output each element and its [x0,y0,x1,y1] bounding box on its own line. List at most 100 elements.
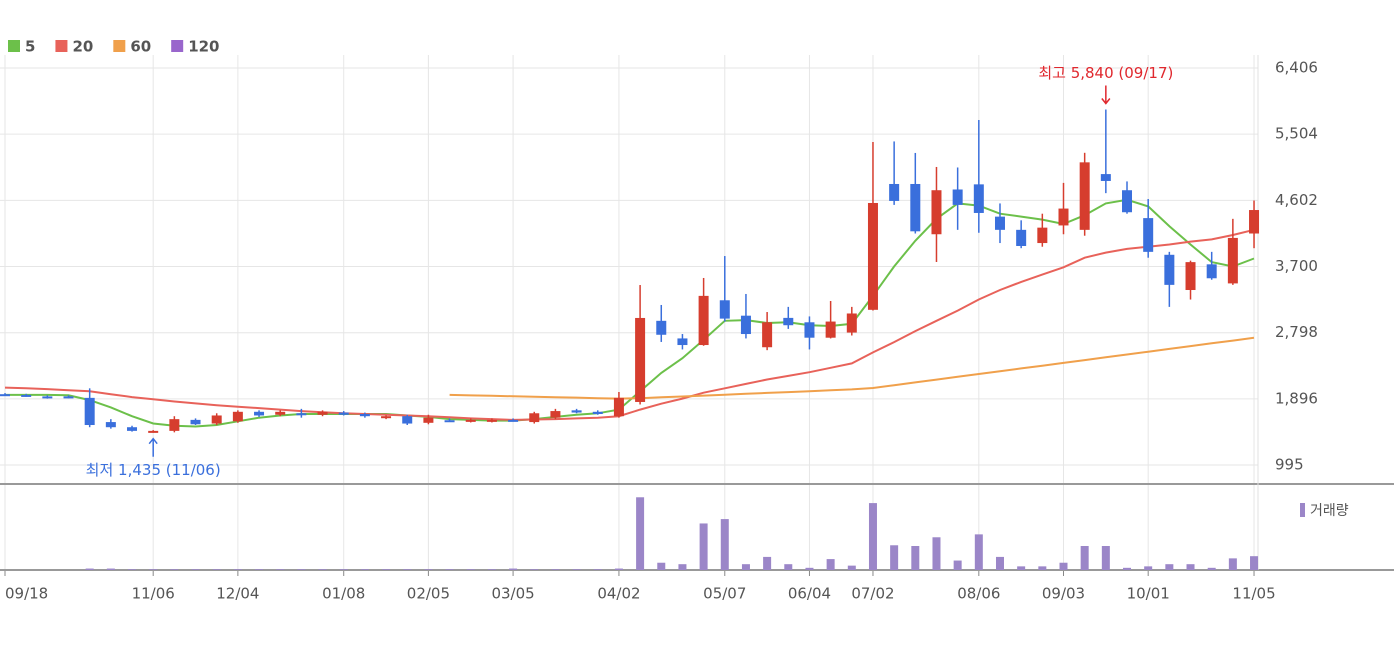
volume-bar [170,569,179,570]
volume-bar [382,569,391,570]
x-tick-label: 05/07 [703,585,746,603]
candle-body [105,422,116,428]
volume-bar [487,569,496,570]
x-tick-label: 11/06 [132,585,175,603]
volume-bar [784,564,793,570]
candle-body [254,411,265,416]
candle-body [0,394,10,397]
candle-body [508,419,519,422]
volume-bar [339,569,348,570]
volume-bar [128,569,137,570]
candle-body [910,183,921,232]
volume-bar [699,523,708,570]
candle-body [1206,264,1217,279]
candle-body [1249,210,1260,234]
candle-body [973,184,984,213]
volume-bar [318,569,327,570]
candle-body [550,411,561,418]
volume-bar [763,556,772,570]
legend-label: 60 [130,38,151,56]
y-tick-label: 3,700 [1275,257,1318,275]
legend-swatch [55,40,68,52]
candle-body [1122,190,1133,213]
candle-body [211,415,222,424]
volume-bar [1186,564,1195,570]
volume-bar [614,568,623,570]
candle-body [84,397,95,426]
ma-line [4,228,1255,421]
volume-bar [1017,566,1026,570]
volume-bar [1059,562,1068,570]
candle-body [465,419,476,422]
annotation-arrow [148,437,158,457]
x-tick-label: 09/03 [1042,585,1085,603]
candle-body [148,430,159,433]
volume-bar [847,565,856,570]
candle-body [740,315,751,335]
candle-body [402,416,413,424]
y-tick-label: 995 [1275,455,1304,473]
volume-bar [974,534,983,570]
x-tick-label: 04/02 [597,585,640,603]
x-tick-label: 02/05 [407,585,450,603]
candle-body [444,420,455,423]
candle-body [486,419,497,422]
volume-bar [1144,566,1153,570]
candle-body [1100,174,1111,181]
volume-bar [953,560,962,570]
volume-bar [191,569,200,570]
candle-body [952,189,963,205]
candle-body [994,216,1005,230]
candle-body [296,413,307,416]
volume-bar [403,569,412,570]
volume-bar [233,569,242,570]
x-tick-label: 10/01 [1127,585,1170,603]
volume-bar [445,569,454,570]
y-tick-label: 2,798 [1275,323,1318,341]
candle-body [359,414,370,417]
volume-bar [678,564,687,570]
candle-body [783,317,794,326]
annotation: 최저 1,435 (11/06) [86,461,221,479]
candle-body [825,321,836,338]
x-tick-label: 03/05 [491,585,534,603]
candle-body [1037,227,1048,244]
candle-body [275,411,286,415]
annotation-arrow [1101,85,1111,105]
candle-body [1079,162,1090,230]
volume-bar [741,564,750,570]
x-tick-label: 11/05 [1232,585,1275,603]
volume-bar [212,569,221,570]
candle-body [846,313,857,333]
legend-label: 120 [188,38,219,56]
volume-bar [1250,556,1259,570]
candle-body [804,322,815,338]
x-tick-label: 01/08 [322,585,365,603]
volume-bar [509,568,518,570]
volume-bar [1123,567,1132,570]
volume-bar [255,569,264,570]
volume-bar [551,569,560,570]
legend-label: 20 [72,38,93,56]
candle-body [1016,229,1027,246]
legend-swatch [113,40,126,52]
candle-body [529,413,540,423]
volume-bar [360,569,369,570]
candle-body [21,394,32,397]
volume-bar [657,562,666,570]
candle-body [169,419,180,431]
volume-bar [106,568,115,570]
candle-body [867,202,878,310]
candle-body [232,411,243,422]
volume-bar [911,546,920,570]
volume-bar [636,497,645,570]
x-tick-label: 06/04 [788,585,831,603]
candle-body [677,338,688,346]
volume-legend-swatch [1300,503,1305,517]
volume-bar [868,503,877,570]
ma-line [449,336,1255,400]
x-tick-label: 07/02 [851,585,894,603]
volume-bar [805,567,814,570]
